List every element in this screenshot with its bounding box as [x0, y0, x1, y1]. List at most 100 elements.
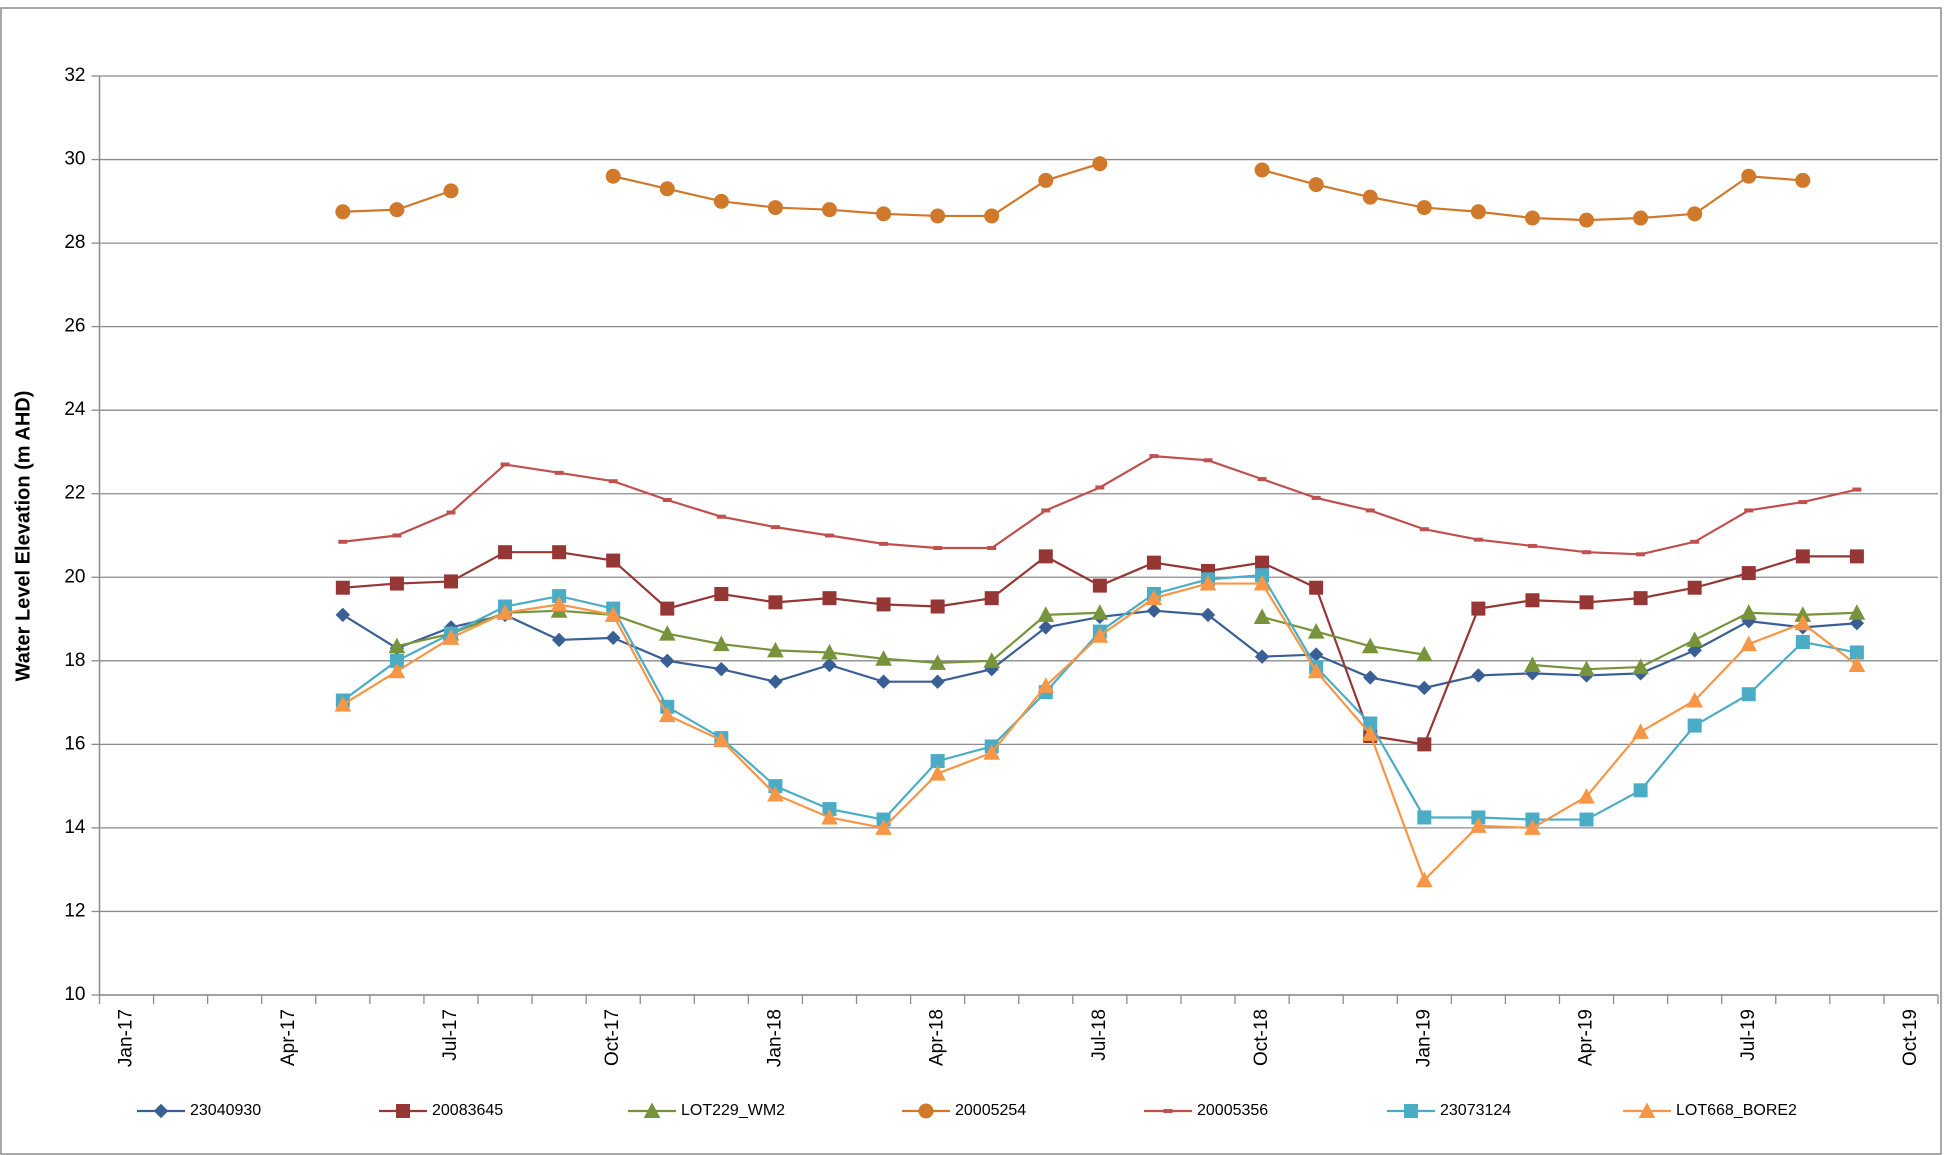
data-point [713, 635, 730, 652]
data-point [1311, 495, 1321, 500]
data-point [767, 200, 783, 216]
data-point [1741, 687, 1756, 702]
data-point [1741, 168, 1757, 184]
legend-label: LOT668_BORE2 [1676, 1102, 1797, 1119]
data-point [1473, 537, 1483, 542]
y-tick-label: 26 [64, 316, 85, 337]
data-point [713, 731, 730, 748]
series [334, 574, 1866, 888]
data-point [1253, 574, 1271, 591]
data-point [446, 510, 456, 515]
data-point [1037, 677, 1055, 693]
data-point [388, 637, 406, 654]
data-point [1146, 603, 1162, 618]
data-point [334, 696, 352, 712]
data-point [768, 595, 783, 610]
data-point [1524, 656, 1541, 672]
data-point [1254, 649, 1270, 664]
data-point [1795, 549, 1810, 564]
data-point [770, 525, 780, 530]
x-tick-label: Jan-18 [764, 1009, 785, 1067]
data-point [1307, 662, 1325, 679]
data-point [1579, 595, 1594, 610]
data-point [1578, 660, 1595, 677]
data-point [984, 208, 1000, 224]
data-point [1471, 601, 1486, 616]
data-point [1149, 454, 1159, 459]
legend-label: 20005254 [955, 1102, 1026, 1119]
legend-item: 20005356 [1144, 1102, 1268, 1119]
data-point [1795, 172, 1811, 188]
legend-item: 20083645 [379, 1102, 503, 1119]
data-point [1253, 608, 1271, 624]
x-tick-label: Jul-18 [1089, 1009, 1110, 1061]
x-tick-label: Jul-19 [1738, 1009, 1759, 1061]
data-point [1470, 204, 1486, 220]
x-tick-label: Oct-19 [1900, 1009, 1921, 1066]
data-point [1200, 607, 1216, 623]
x-tick-label: Oct-17 [602, 1009, 623, 1066]
data-point [716, 514, 726, 519]
data-point [821, 643, 838, 660]
y-tick-label: 20 [64, 566, 85, 587]
x-tick-label: Jan-17 [116, 1009, 137, 1067]
legend-item: 20005254 [902, 1102, 1026, 1119]
data-point [1848, 656, 1866, 672]
data-point [1740, 635, 1758, 652]
data-point [552, 545, 567, 560]
legend-marker [918, 1103, 934, 1119]
data-point [1579, 212, 1595, 228]
data-point [388, 662, 406, 679]
data-point [1527, 543, 1537, 548]
data-point [1038, 172, 1054, 188]
data-point [1254, 162, 1270, 178]
legend-item: LOT668_BORE2 [1623, 1102, 1797, 1119]
data-point [608, 479, 618, 484]
data-point [1417, 810, 1432, 825]
data-point [443, 574, 458, 589]
data-point [1257, 477, 1267, 482]
data-point [1095, 485, 1105, 490]
legend-marker [1638, 1102, 1656, 1118]
data-point [658, 625, 676, 641]
data-point [821, 202, 837, 218]
data-point [605, 630, 621, 646]
y-tick-label: 22 [64, 483, 85, 504]
data-point [1307, 623, 1325, 639]
data-point [983, 652, 1001, 668]
data-point [554, 470, 564, 475]
data-point [1686, 691, 1704, 708]
data-point [1471, 668, 1486, 683]
data-point [1852, 487, 1862, 492]
data-point [1415, 645, 1433, 662]
data-point [335, 580, 350, 595]
data-point [930, 208, 946, 224]
y-tick-label: 28 [64, 232, 85, 253]
data-point [1419, 527, 1429, 532]
data-point [1092, 156, 1108, 172]
data-point [1417, 680, 1432, 696]
data-point [876, 597, 891, 612]
x-tick-label: Apr-18 [927, 1009, 948, 1066]
data-point [1308, 177, 1324, 193]
data-point [930, 674, 945, 689]
data-point [1633, 591, 1648, 606]
data-point [1632, 723, 1649, 739]
data-point [1525, 593, 1540, 608]
data-point [1744, 508, 1754, 513]
legend-marker [1163, 1109, 1173, 1113]
x-tick-label: Jul-17 [440, 1009, 461, 1061]
data-point [929, 654, 946, 670]
data-point [875, 819, 892, 835]
data-point [604, 606, 622, 622]
data-point [1524, 819, 1541, 835]
data-point [1091, 627, 1109, 643]
legend-label: 23040930 [190, 1102, 261, 1119]
data-point [660, 601, 675, 616]
legend-marker [153, 1103, 169, 1119]
data-point [606, 553, 621, 568]
data-point [1795, 635, 1810, 650]
legend-item: 23073124 [1387, 1102, 1511, 1119]
data-point [658, 706, 676, 723]
